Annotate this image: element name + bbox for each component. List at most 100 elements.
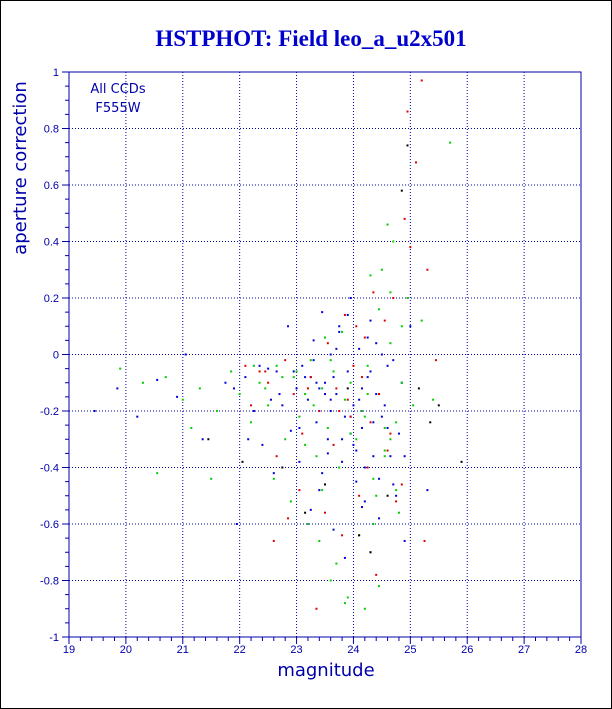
data-point	[378, 517, 381, 520]
data-point	[375, 573, 378, 576]
data-point	[420, 319, 423, 322]
data-point	[352, 404, 355, 407]
data-point	[119, 367, 122, 370]
data-point	[449, 141, 452, 144]
data-point	[272, 477, 275, 480]
data-point	[324, 483, 326, 486]
data-point	[292, 370, 295, 373]
data-point	[415, 161, 418, 164]
data-point	[241, 460, 244, 463]
data-point	[318, 539, 321, 542]
data-point	[264, 387, 267, 390]
y-tick-label: 0.8	[44, 124, 59, 136]
data-point	[400, 381, 403, 384]
data-point	[406, 144, 409, 147]
data-point	[335, 393, 338, 396]
data-point	[292, 393, 295, 396]
data-point	[358, 398, 361, 401]
data-point	[304, 443, 307, 446]
data-point	[332, 376, 335, 379]
x-tick-label: 23	[290, 644, 302, 656]
data-point	[306, 387, 309, 390]
data-point	[380, 415, 383, 418]
data-point	[258, 364, 261, 367]
data-point	[264, 370, 267, 373]
data-point	[403, 455, 406, 458]
data-point	[324, 511, 326, 514]
data-point	[284, 438, 287, 441]
data-point	[275, 370, 278, 373]
data-point	[369, 370, 372, 373]
data-point	[355, 449, 358, 452]
data-point	[275, 455, 278, 458]
data-point	[343, 313, 346, 316]
data-points	[93, 79, 463, 610]
data-point	[409, 325, 412, 328]
data-point	[235, 523, 238, 525]
data-point	[176, 395, 179, 398]
annotation-filter: F555W	[95, 101, 140, 116]
data-point	[309, 376, 312, 379]
data-point	[420, 79, 423, 82]
data-point	[272, 472, 275, 475]
data-point	[375, 393, 378, 396]
data-point	[343, 415, 346, 418]
data-point	[306, 398, 309, 401]
data-point	[400, 483, 403, 486]
y-tick-label: 0	[53, 350, 59, 362]
data-point	[358, 347, 361, 350]
y-tick-label: -0.6	[40, 519, 59, 531]
data-point	[383, 404, 386, 407]
data-point	[295, 387, 298, 390]
data-point	[369, 274, 372, 277]
data-point	[326, 342, 329, 345]
data-point	[426, 268, 429, 271]
data-point	[198, 387, 201, 390]
data-point	[326, 426, 329, 429]
data-point	[312, 339, 315, 342]
data-point	[460, 460, 463, 463]
data-point	[281, 376, 284, 379]
y-tick-label: 1	[53, 67, 59, 79]
data-point	[232, 387, 235, 390]
data-point	[389, 291, 392, 294]
data-point	[366, 376, 369, 379]
data-point	[315, 455, 318, 458]
data-point	[190, 426, 193, 429]
data-point	[366, 364, 369, 367]
data-point	[215, 410, 218, 412]
data-point	[386, 449, 389, 452]
data-point	[329, 359, 332, 362]
x-tick-label: 19	[63, 644, 75, 656]
data-point	[329, 579, 332, 582]
data-point	[363, 466, 366, 469]
data-point	[309, 359, 312, 362]
data-point	[306, 523, 309, 525]
data-point	[389, 342, 392, 345]
data-point	[287, 517, 290, 520]
x-tick-label: 25	[404, 644, 416, 656]
data-point	[400, 325, 403, 328]
data-point	[201, 438, 204, 441]
data-point	[341, 460, 344, 463]
data-point	[258, 370, 261, 373]
data-point	[403, 539, 406, 542]
data-point	[392, 359, 395, 362]
x-tick-label: 20	[120, 644, 132, 656]
data-point	[321, 387, 324, 390]
data-point	[338, 466, 341, 469]
data-point	[332, 443, 335, 446]
data-point	[244, 364, 247, 367]
data-point	[315, 421, 318, 424]
data-point	[184, 353, 187, 356]
data-point	[281, 404, 284, 407]
data-point	[363, 500, 366, 503]
data-point	[284, 359, 287, 362]
data-point	[406, 110, 409, 113]
data-point	[372, 421, 375, 424]
data-point	[372, 523, 375, 525]
data-point	[281, 466, 284, 469]
data-point	[355, 438, 358, 441]
data-point	[341, 330, 344, 333]
data-point	[156, 472, 159, 475]
